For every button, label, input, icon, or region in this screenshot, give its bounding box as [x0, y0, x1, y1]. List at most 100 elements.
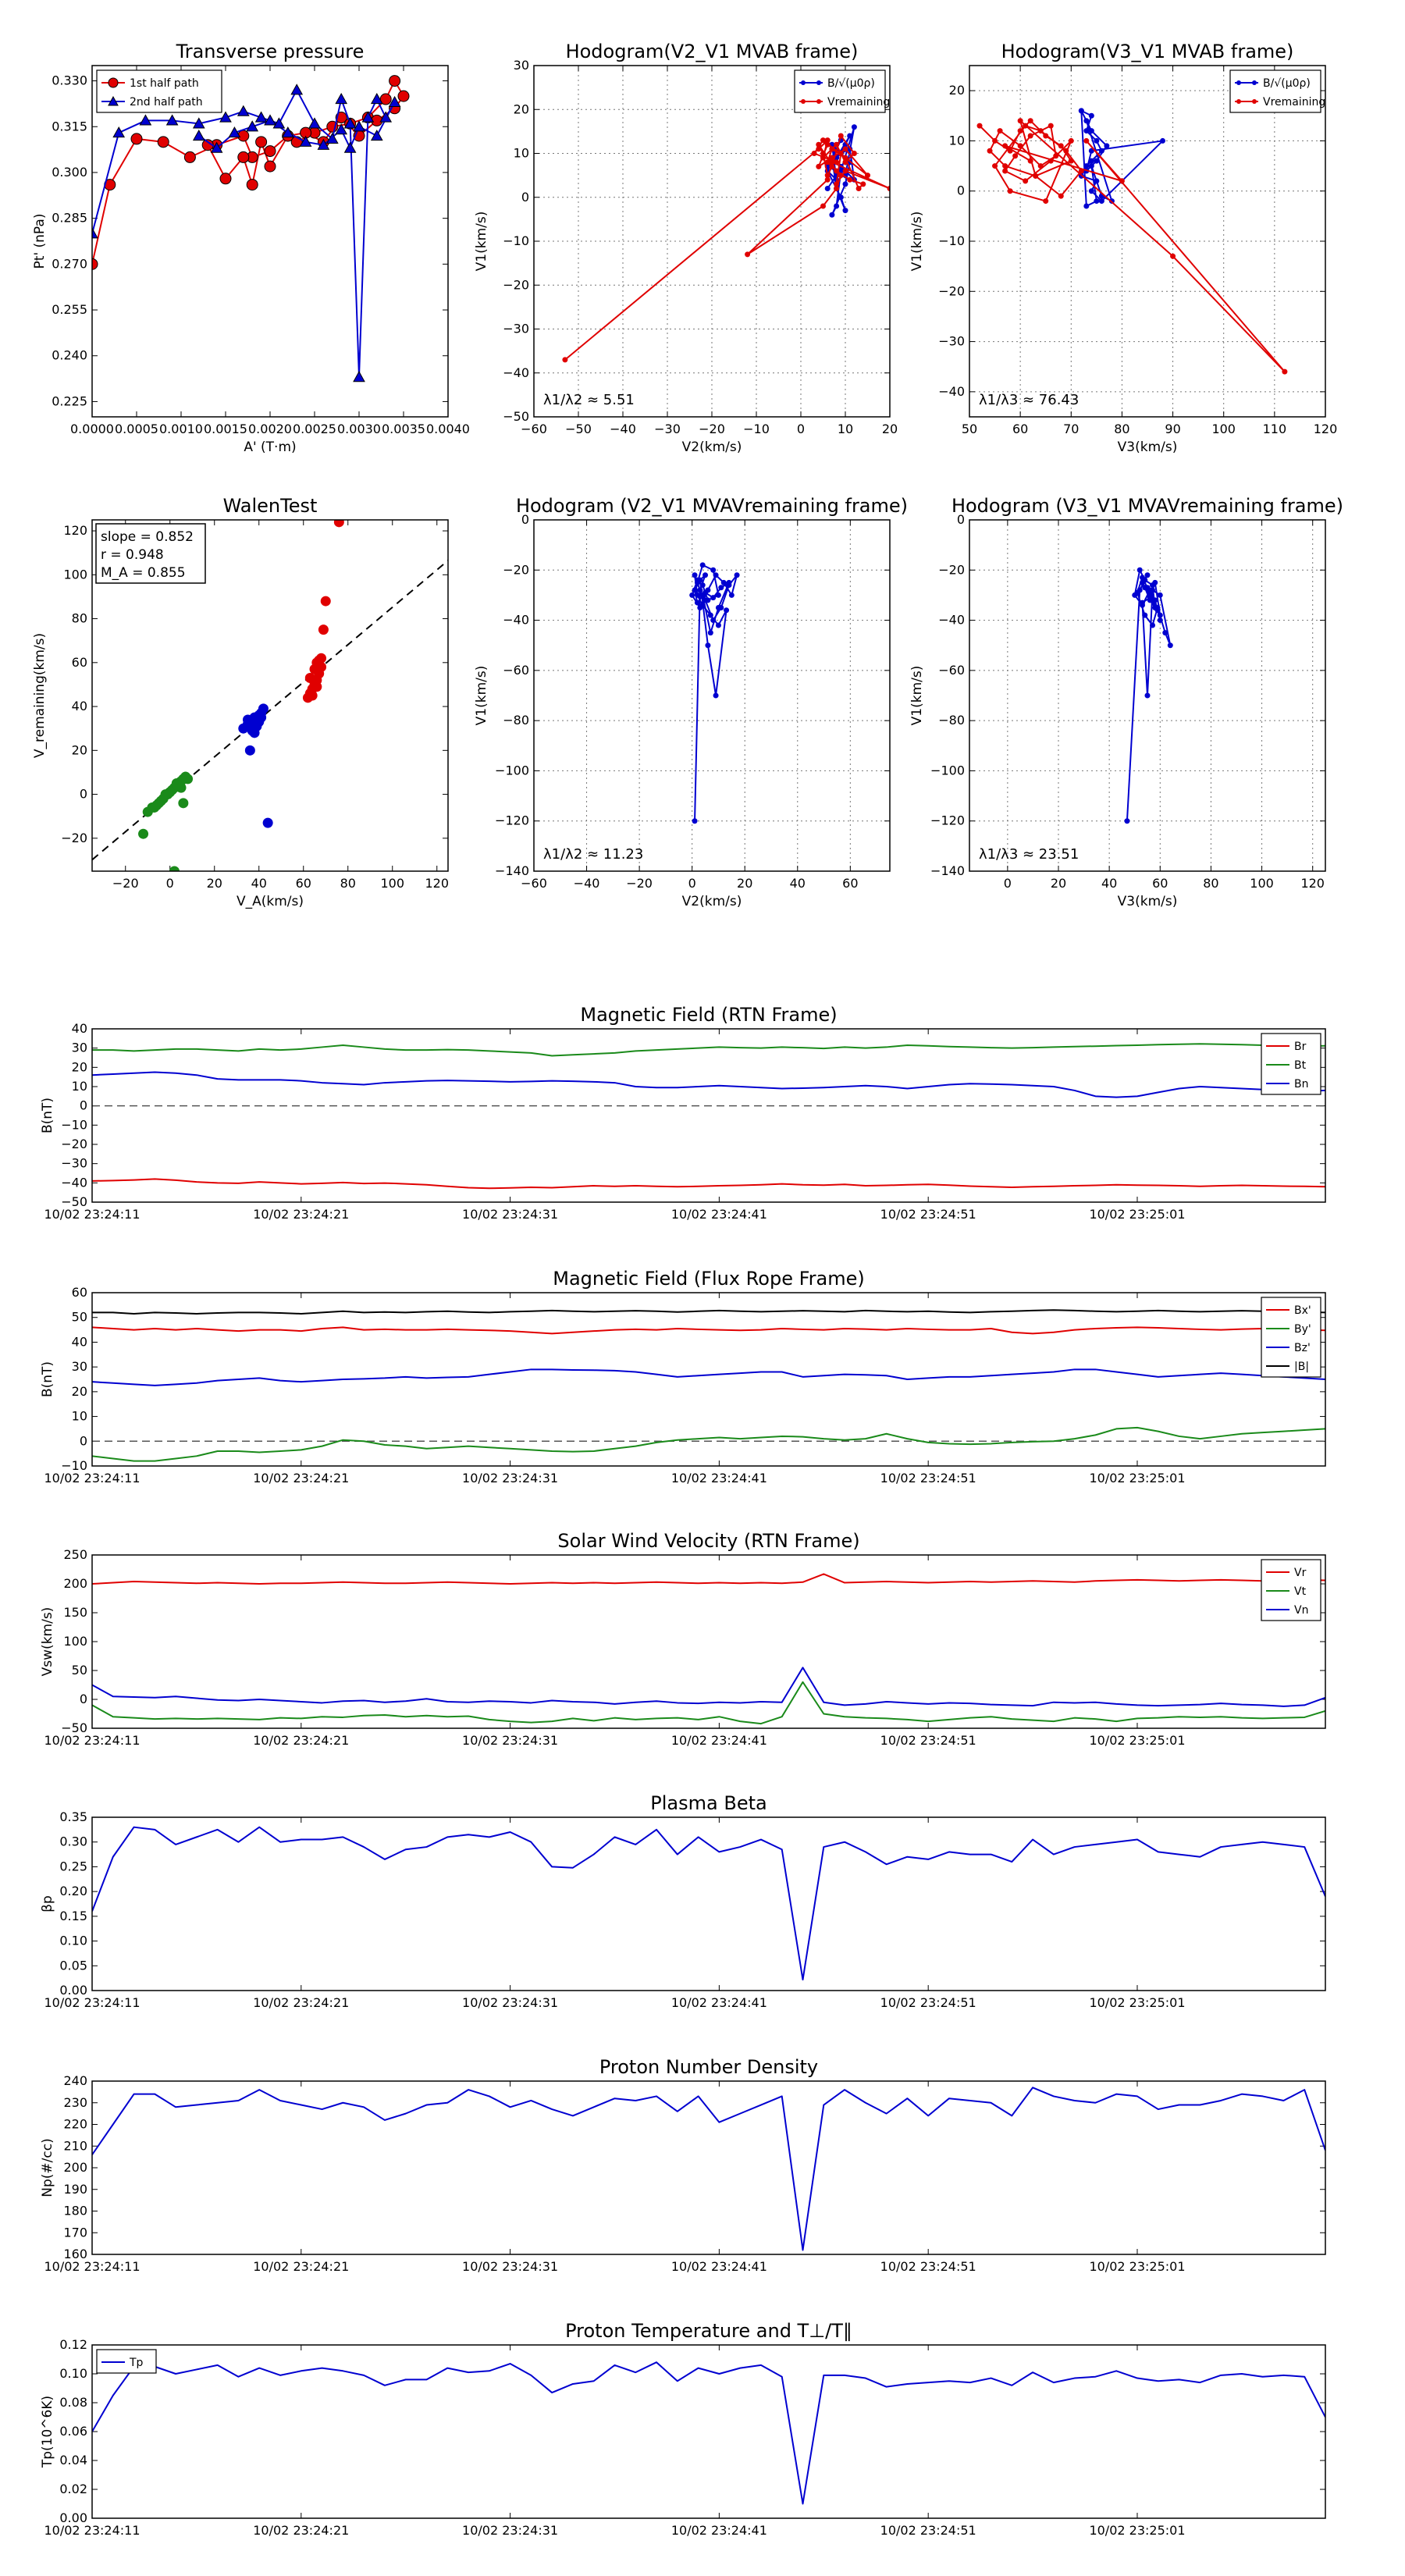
series-vremaining-point: [838, 151, 844, 156]
panel-bfield_rtn: Magnetic Field (RTN Frame) 10/02 23:24:11…: [40, 1004, 1326, 1222]
x-tick-label: 20: [1051, 876, 1066, 891]
series-b-0--point: [1078, 108, 1084, 114]
legend-label: |B|: [1294, 1361, 1309, 1373]
legend-label: Vn: [1294, 1604, 1308, 1617]
y-tick-label: −20: [61, 1137, 87, 1151]
y-tick-label: −30: [503, 322, 529, 336]
plot-frame: [969, 65, 1326, 418]
x-tick-label: 10/02 23:24:41: [671, 2259, 767, 2274]
series-1st-half-path-point: [264, 160, 276, 173]
x-tick-label: 80: [1203, 876, 1218, 891]
series-vn-line: [92, 1667, 1325, 1707]
series-vremaining-point: [824, 173, 831, 179]
legend-label: Br: [1294, 1041, 1307, 1053]
series-vremaining-point: [820, 155, 826, 161]
series-vremaining-point: [1068, 137, 1074, 144]
y-tick-label: 0: [521, 190, 529, 205]
series-vremaining-point: [1068, 158, 1074, 164]
series-br-line: [92, 1178, 1325, 1190]
y-tick-label: 0.315: [52, 119, 87, 133]
series-vremaining-point: [694, 592, 700, 598]
y-tick-label: 80: [72, 611, 87, 626]
x-tick-label: 10/02 23:24:21: [253, 2523, 349, 2538]
x-tick-label: 10/02 23:24:11: [44, 1471, 140, 1485]
series-vremaining-point: [1139, 600, 1145, 606]
series-vremaining-point: [816, 146, 822, 152]
series-vremaining-point: [1017, 118, 1023, 124]
series-1st-half-path-point: [183, 151, 196, 163]
series-2nd-half-path-point: [246, 120, 259, 132]
chart-title: Proton Number Density: [599, 2056, 818, 2078]
y-axis-label: V_remaining(km/s): [32, 633, 48, 758]
x-tick-label: 10/02 23:24:11: [44, 1733, 140, 1748]
x-tick-label: 10/02 23:24:51: [880, 2523, 976, 2538]
x-tick-label: 0.0020: [248, 422, 292, 436]
legend-box: [794, 69, 886, 113]
y-tick-label: 100: [63, 567, 87, 582]
series-by--line: [92, 1426, 1325, 1462]
legend-label: B/√(μ0ρ): [827, 77, 875, 90]
series-b-0--point: [1088, 112, 1094, 119]
series-vremaining-point: [976, 123, 983, 129]
plot-frame: [969, 519, 1326, 872]
legend-label: Bn: [1294, 1078, 1308, 1091]
series-vremaining-point: [829, 163, 835, 169]
series-vremaining-point: [689, 592, 695, 598]
series-vremaining-point: [824, 159, 831, 165]
series-vremaining-point: [1007, 188, 1013, 194]
x-tick-label: 110: [1263, 422, 1287, 436]
y-tick-label: −50: [503, 409, 529, 424]
legend-label: By': [1294, 1323, 1311, 1336]
series-blue-point: [262, 817, 273, 828]
series-vremaining-point: [702, 572, 709, 578]
series-1st-half-path-point: [219, 173, 232, 185]
series-2nd-half-path-point: [237, 105, 250, 116]
series-vremaining-point: [851, 151, 857, 156]
panel-tp_temp: Proton Temperature and T⊥/T∥ 10/02 23:24:…: [40, 2320, 1326, 2538]
series-2nd-half-path-point: [254, 111, 268, 123]
series-2nd-half-path-point: [92, 227, 98, 239]
series-vremaining-point: [1053, 153, 1059, 159]
series-vremaining-point: [692, 587, 698, 593]
series-2nd-half-path-point: [264, 114, 276, 126]
x-tick-label: 10/02 23:24:11: [44, 1995, 140, 2010]
y-tick-label: 40: [72, 699, 87, 713]
y-tick-label: 50: [72, 1310, 87, 1325]
series-vremaining-point: [715, 622, 721, 628]
x-tick-label: 20: [737, 876, 752, 891]
y-tick-label: −20: [503, 562, 529, 577]
series-vremaining-point: [1136, 567, 1143, 573]
legend-marker: [1252, 80, 1257, 85]
series-vremaining-point: [1167, 642, 1173, 649]
series-b-0--point: [824, 186, 831, 191]
series-vremaining-point: [987, 148, 993, 154]
series-2nd-half-path-point: [281, 126, 294, 138]
y-tick-label: 160: [63, 2247, 87, 2261]
y-tick-label: −100: [930, 763, 965, 777]
x-tick-label: 10/02 23:24:21: [253, 1471, 349, 1485]
plot-frame: [91, 1292, 1326, 1467]
series-b-0--point: [1094, 198, 1100, 205]
series-vremaining-point: [699, 562, 706, 568]
series-vremaining-point: [992, 137, 998, 144]
x-tick-label: 10/02 23:24:41: [671, 2523, 767, 2538]
series-vremaining-point: [1058, 193, 1064, 199]
y-tick-label: −120: [930, 813, 965, 828]
series-blue-point: [258, 703, 269, 714]
y-tick-label: −60: [938, 663, 965, 678]
annotation-text: λ1/λ2 ≈ 11.23: [543, 846, 643, 863]
series-vremaining-point: [1043, 198, 1049, 205]
y-tick-label: −20: [938, 562, 965, 577]
plot-area: [92, 75, 410, 382]
series-beta-line: [92, 1826, 1325, 1981]
series-1st-half-path-point: [92, 258, 98, 270]
x-tick-label: 10/02 23:24:31: [462, 2523, 558, 2538]
series-vremaining-point: [855, 186, 862, 191]
x-tick-label: 10/02 23:24:11: [44, 1207, 140, 1222]
series-vremaining-point: [1144, 572, 1151, 578]
x-tick-label: −40: [610, 422, 636, 436]
series-vremaining-point: [820, 137, 826, 144]
panel-hodo4: Hodogram (V3_V1 MVAVremaining frame)0 20 4…: [909, 495, 1343, 909]
plot-frame: [91, 2080, 1326, 2255]
